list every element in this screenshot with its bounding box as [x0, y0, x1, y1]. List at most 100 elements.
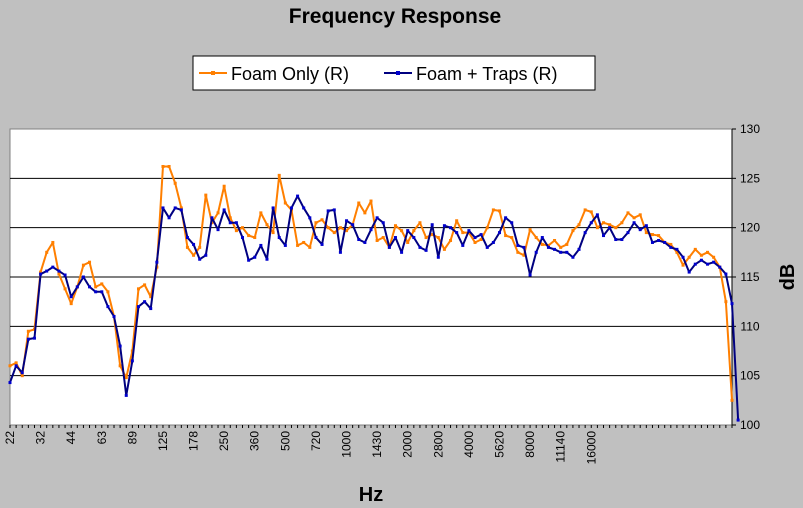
data-point: [540, 242, 544, 246]
series-foam-only: [8, 164, 734, 402]
data-point: [467, 229, 471, 233]
data-point: [216, 228, 220, 232]
data-point: [265, 257, 269, 261]
x-tick-label: 1430: [370, 431, 384, 458]
x-tick-label: 89: [125, 431, 139, 445]
data-point: [614, 226, 618, 230]
data-point: [302, 206, 306, 210]
data-point: [198, 257, 202, 261]
x-tick-label: 16000: [584, 431, 598, 465]
legend-entry-foam-traps: Foam + Traps (R): [384, 64, 558, 84]
data-point: [650, 240, 654, 244]
data-point: [577, 247, 581, 251]
data-point: [179, 206, 183, 210]
data-point: [308, 245, 312, 249]
data-point: [485, 245, 489, 249]
data-point: [124, 376, 128, 380]
data-point: [485, 226, 489, 230]
legend-entry-foam-only: Foam Only (R): [199, 64, 349, 84]
data-point: [504, 234, 508, 238]
data-point: [406, 240, 410, 244]
data-point: [675, 250, 679, 254]
data-point: [100, 282, 104, 286]
data-point: [626, 231, 630, 235]
data-point: [400, 250, 404, 254]
x-tick-label: 4000: [462, 431, 476, 458]
data-point: [449, 238, 453, 242]
data-point: [167, 164, 171, 168]
data-point: [39, 270, 43, 274]
data-point: [149, 295, 153, 299]
data-point: [381, 236, 385, 240]
data-point: [173, 206, 177, 210]
x-axis-ticks: 22 32 44 63 89 125 178 250 360 500 720 1000 1430 2000…: [3, 425, 733, 465]
data-point: [546, 245, 550, 249]
data-point: [620, 221, 624, 225]
data-point: [253, 255, 257, 259]
data-point: [100, 290, 104, 294]
data-point: [234, 229, 238, 233]
data-point: [418, 221, 422, 225]
data-point: [8, 381, 12, 385]
data-point: [81, 263, 85, 267]
data-point: [241, 226, 245, 230]
data-point: [283, 243, 287, 247]
data-point: [326, 226, 330, 230]
data-point: [681, 263, 685, 267]
data-point: [277, 236, 281, 240]
data-point: [136, 287, 140, 291]
data-point: [559, 250, 563, 254]
data-point: [699, 253, 703, 257]
data-point: [375, 238, 379, 242]
data-point: [534, 236, 538, 240]
y-axis-title: dB: [777, 264, 799, 291]
data-point: [608, 226, 612, 230]
data-point: [724, 300, 728, 304]
data-point: [442, 224, 446, 228]
data-point: [161, 164, 165, 168]
data-point: [228, 221, 232, 225]
data-point: [516, 250, 520, 254]
data-point: [393, 236, 397, 240]
data-point: [540, 236, 544, 240]
data-point: [241, 236, 245, 240]
y-tick-label: 120: [740, 221, 760, 235]
data-point: [265, 223, 269, 227]
data-point: [369, 199, 373, 203]
x-axis-title: Hz: [359, 484, 383, 506]
data-point: [455, 219, 459, 223]
data-point: [14, 361, 18, 365]
x-tick-label: 32: [34, 431, 48, 445]
data-point: [461, 243, 465, 247]
data-point: [20, 371, 24, 375]
data-point: [63, 287, 67, 291]
data-point: [136, 305, 140, 309]
data-point: [369, 228, 373, 232]
chart-title: Frequency Response: [289, 5, 501, 28]
data-point: [595, 226, 599, 230]
data-point: [644, 224, 648, 228]
data-point: [247, 258, 251, 262]
data-point: [718, 265, 722, 269]
data-point: [400, 229, 404, 233]
data-point: [20, 374, 24, 378]
data-point: [491, 240, 495, 244]
data-point: [26, 329, 30, 333]
data-point: [320, 218, 324, 222]
data-point: [565, 242, 569, 246]
data-point: [259, 211, 263, 215]
data-point: [179, 208, 183, 212]
data-point: [712, 255, 716, 259]
data-point: [546, 243, 550, 247]
data-point: [234, 221, 238, 225]
data-point: [491, 208, 495, 212]
data-point: [130, 359, 134, 363]
data-point: [424, 248, 428, 252]
data-point: [553, 238, 557, 242]
data-point: [155, 260, 159, 264]
data-point: [192, 242, 196, 246]
x-tick-label: 2800: [431, 431, 445, 458]
x-tick-label: 125: [156, 431, 170, 451]
data-point: [88, 285, 92, 289]
data-point: [406, 229, 410, 233]
